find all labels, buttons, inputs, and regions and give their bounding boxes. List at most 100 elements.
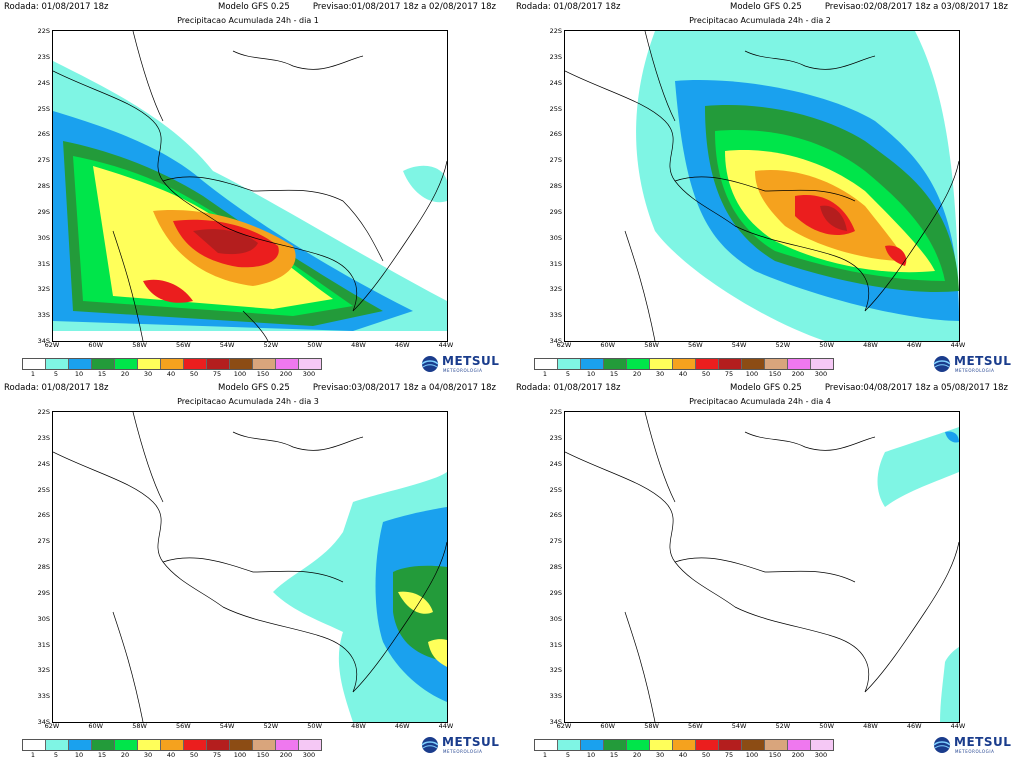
lon-label: 58W <box>644 341 659 349</box>
legend-label: 75 <box>724 370 734 378</box>
legend-label: 50 <box>701 370 711 378</box>
legend-label: 5 <box>53 751 59 759</box>
legend-swatch <box>138 740 161 750</box>
legend-label: 15 <box>609 370 619 378</box>
legend-swatch <box>581 740 604 750</box>
lon-label: 50W <box>819 722 834 730</box>
legend-swatch <box>535 359 558 369</box>
lat-label: 34S <box>37 337 50 345</box>
lat-label: 30S <box>37 614 50 623</box>
map-panel-day-4: Rodada: 01/08/2017 18z Modelo GFS 0.25 P… <box>512 381 1024 762</box>
map-title: Precipitacao Acumulada 24h - dia 4 <box>689 397 831 406</box>
lon-label: 60W <box>600 341 616 349</box>
lon-label: 46W <box>394 341 410 349</box>
legend-swatch <box>765 359 788 369</box>
legend-swatch <box>207 359 230 369</box>
lon-label: 46W <box>906 722 922 730</box>
legend-label: 100 <box>233 751 247 759</box>
legend-label: 20 <box>120 751 130 759</box>
map-panel-day-2: Rodada: 01/08/2017 18z Modelo GFS 0.25 P… <box>512 0 1024 381</box>
lon-label: 52W <box>263 722 279 730</box>
legend-label: 40 <box>166 370 176 378</box>
border-lines <box>53 31 447 341</box>
precipitation-map <box>52 30 448 342</box>
lon-label: 54W <box>731 341 747 349</box>
legend-swatch <box>184 359 207 369</box>
legend-swatch <box>92 740 115 750</box>
legend-swatch <box>604 740 627 750</box>
lat-label: 31S <box>549 640 562 649</box>
lat-label: 33S <box>37 311 50 320</box>
lon-label: 58W <box>644 722 659 730</box>
legend-label: 200 <box>791 370 805 378</box>
lat-label: 26S <box>549 130 562 139</box>
lon-label: 58W <box>132 341 147 349</box>
lat-label: 32S <box>37 666 50 675</box>
modelo-label: Modelo GFS 0.25 <box>218 2 290 12</box>
legend-swatch <box>69 359 92 369</box>
lat-label: 24S <box>37 459 50 468</box>
precipitation-field <box>53 412 447 722</box>
lat-label: 26S <box>549 511 562 520</box>
legend-swatch <box>253 740 276 750</box>
legend-label: 200 <box>279 751 293 759</box>
color-legend <box>22 358 322 370</box>
logo-tagline: METEOROLOGIA <box>955 368 995 373</box>
lat-label: 33S <box>37 692 50 701</box>
legend-label: 30 <box>143 370 153 378</box>
map-title: Precipitacao Acumulada 24h - dia 2 <box>689 16 831 25</box>
lat-label: 28S <box>549 182 562 190</box>
map-title: Precipitacao Acumulada 24h - dia 3 <box>177 397 319 406</box>
lon-label: 52W <box>263 341 279 349</box>
legend-label: 100 <box>233 370 247 378</box>
legend-label: 150 <box>256 370 270 378</box>
color-legend <box>22 739 322 751</box>
legend-swatch <box>23 740 46 750</box>
legend-swatch <box>161 740 184 750</box>
legend-label: 30 <box>655 370 665 378</box>
legend-swatch <box>253 359 276 369</box>
precipitation-field <box>565 412 959 722</box>
metsul-logo: METSUL METEOROLOGIA <box>420 353 500 375</box>
lat-label: 29S <box>549 207 562 216</box>
lon-label: 54W <box>731 722 747 730</box>
legend-swatch <box>299 740 321 750</box>
legend-label: 10 <box>586 370 596 378</box>
legend-label: 1 <box>542 370 548 378</box>
legend-swatch <box>742 359 765 369</box>
color-legend <box>534 739 834 751</box>
lat-label: 26S <box>37 511 50 520</box>
legend-swatch <box>581 359 604 369</box>
lon-label: 48W <box>351 341 366 349</box>
lon-label: 56W <box>687 341 703 349</box>
logo-tagline: METEOROLOGIA <box>955 749 995 754</box>
lat-label: 23S <box>37 52 50 61</box>
legend-swatch <box>230 359 253 369</box>
legend-label: 150 <box>768 370 782 378</box>
globe-icon <box>421 356 439 372</box>
legend-swatch <box>115 359 138 369</box>
legend-label: 200 <box>791 751 805 759</box>
lat-label: 25S <box>37 485 50 494</box>
legend-swatch <box>299 359 321 369</box>
modelo-label: Modelo GFS 0.25 <box>218 383 290 393</box>
lon-label: 50W <box>307 722 322 730</box>
legend-label: 50 <box>701 751 711 759</box>
rodada-label: Rodada: 01/08/2017 18z <box>516 383 621 393</box>
legend-swatch <box>673 359 696 369</box>
lon-label: 56W <box>175 341 191 349</box>
legend-swatch <box>184 740 207 750</box>
logo-tagline: METEOROLOGIA <box>443 368 483 373</box>
legend-label: 1 <box>30 370 36 378</box>
lat-label: 31S <box>549 259 562 268</box>
legend-label: 1 <box>30 751 36 759</box>
legend-label: 75 <box>212 370 222 378</box>
logo-name: METSUL <box>954 354 1012 368</box>
lon-label: 58W <box>132 722 147 730</box>
lat-label: 32S <box>549 666 562 675</box>
rodada-label: Rodada: 01/08/2017 18z <box>4 383 109 393</box>
legend-label: 300 <box>814 370 828 378</box>
lon-label: 60W <box>88 722 104 730</box>
metsul-logo: METSUL METEOROLOGIA <box>932 353 1012 375</box>
border-lines <box>565 412 959 722</box>
